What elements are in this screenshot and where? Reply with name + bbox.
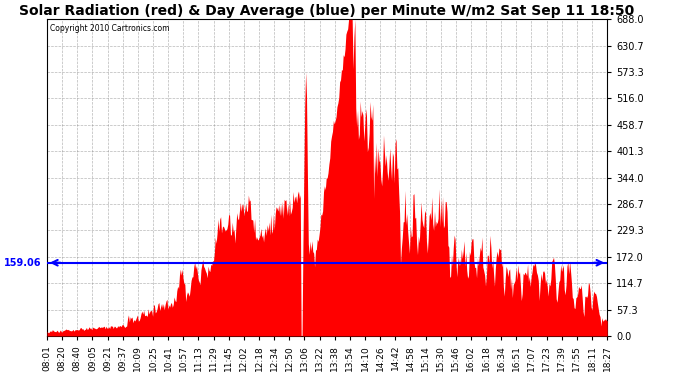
Title: Solar Radiation (red) & Day Average (blue) per Minute W/m2 Sat Sep 11 18:50: Solar Radiation (red) & Day Average (blu… xyxy=(19,4,635,18)
Text: Copyright 2010 Cartronics.com: Copyright 2010 Cartronics.com xyxy=(50,24,169,33)
Text: 159.06: 159.06 xyxy=(4,258,41,268)
